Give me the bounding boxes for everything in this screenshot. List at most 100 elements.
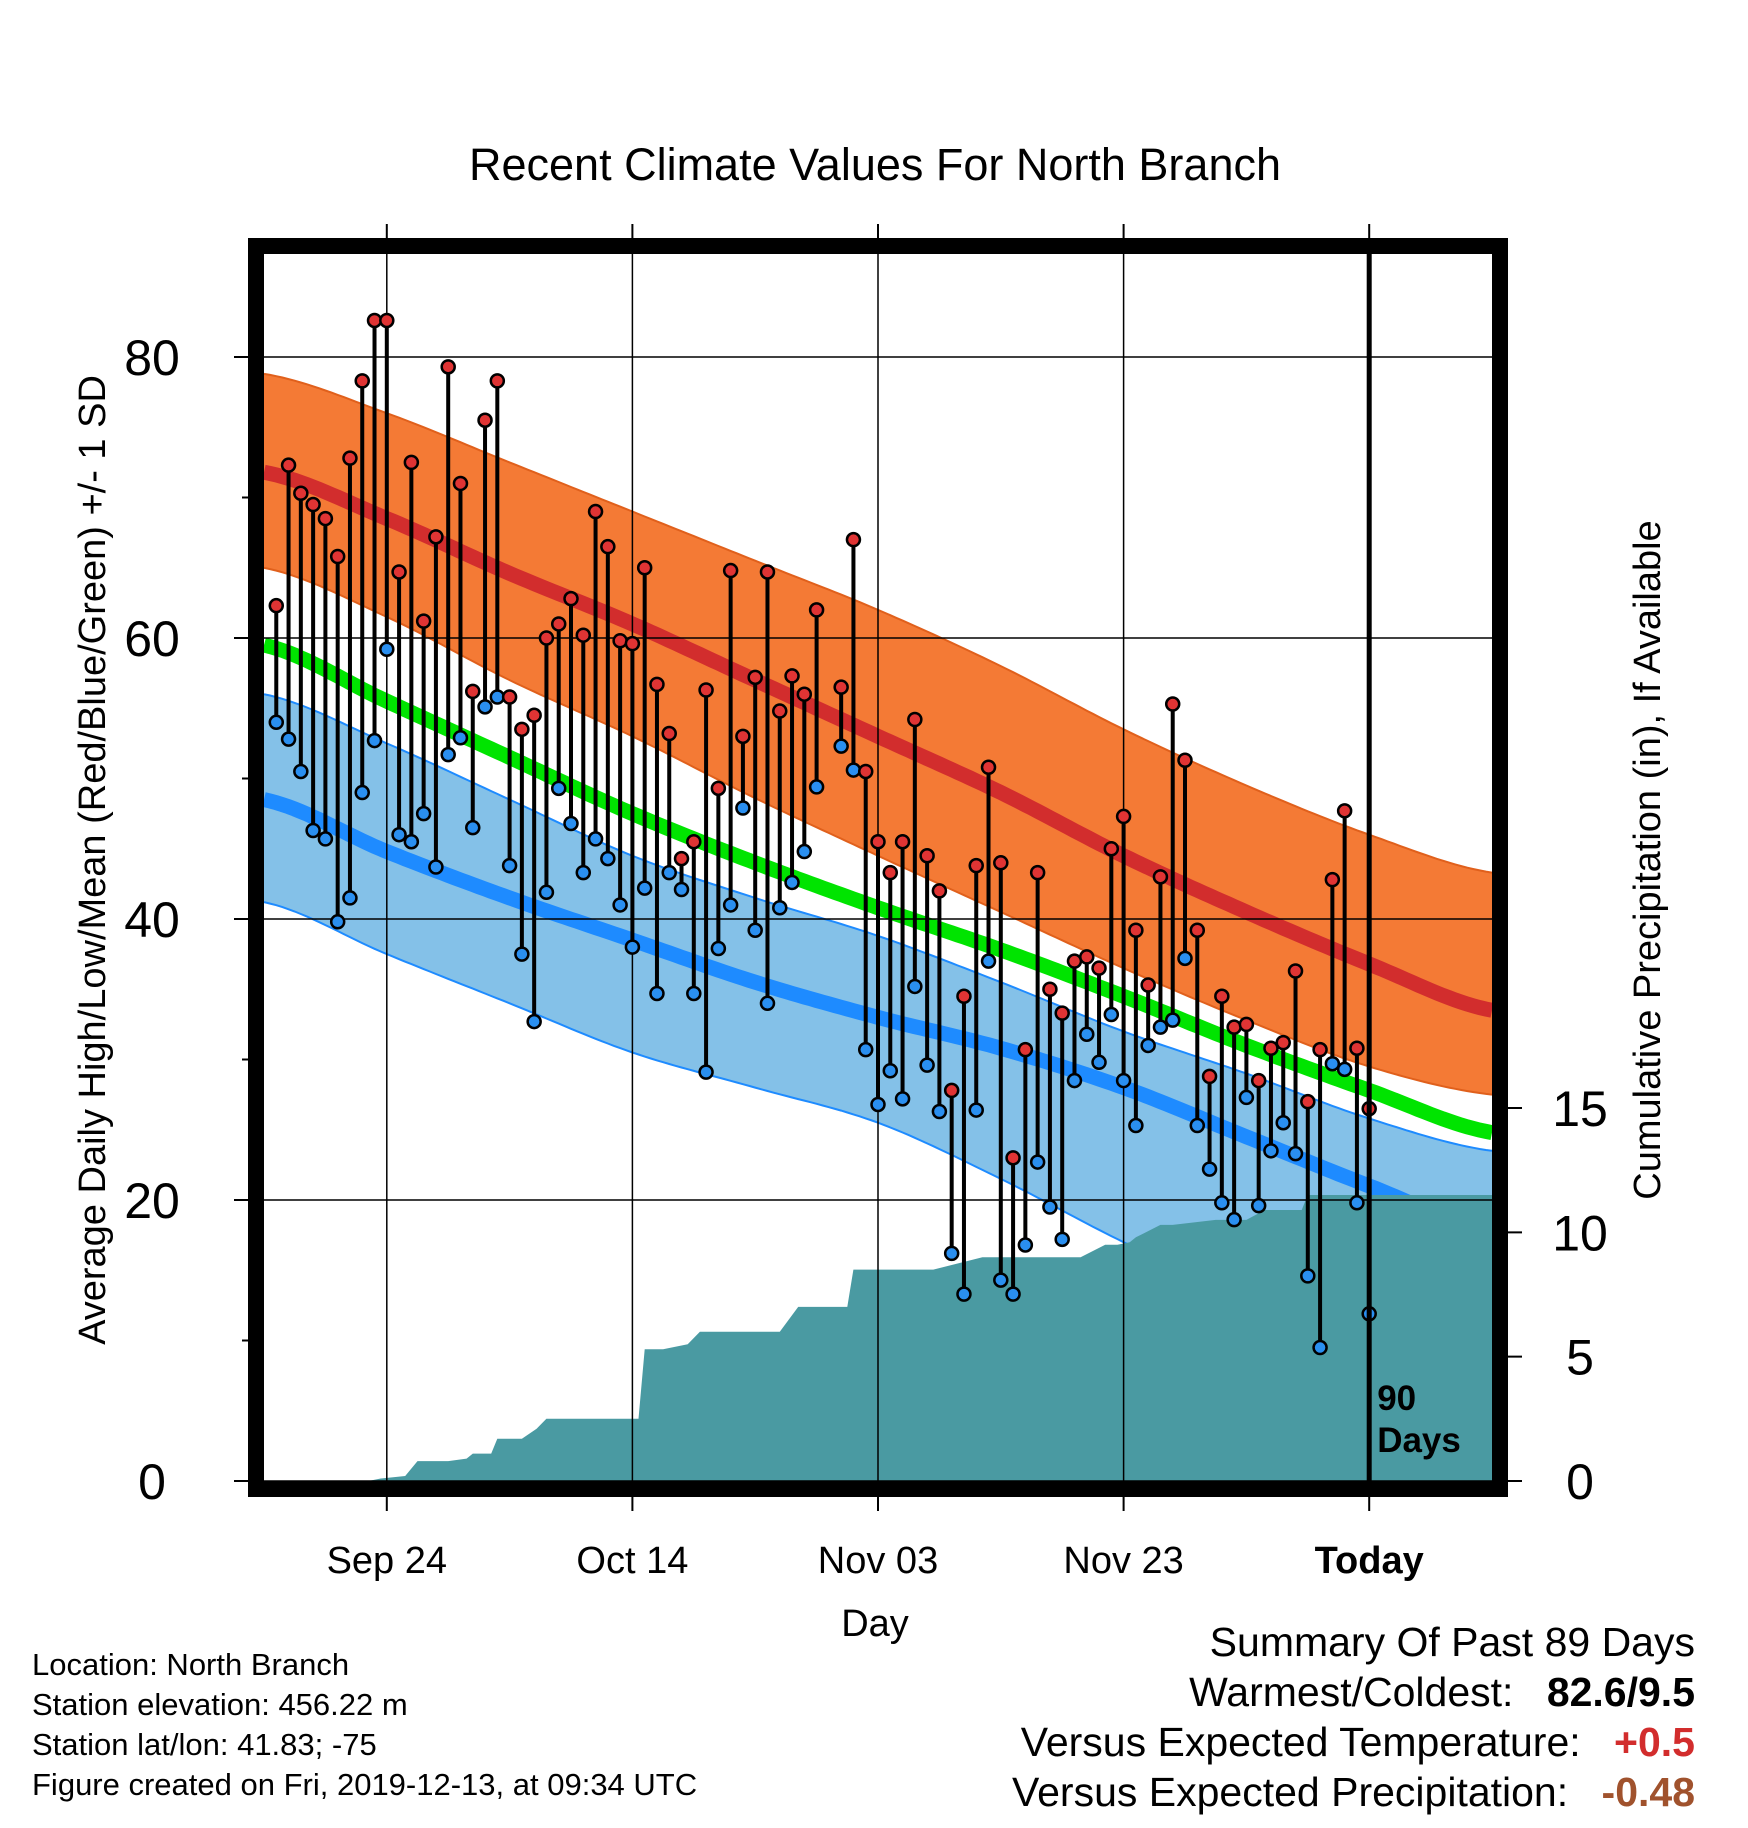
location-text: Location: North Branch [32,1647,350,1682]
chart-title: Recent Climate Values For North Branch [469,139,1281,190]
daily-low-point [1079,1026,1095,1042]
daily-low-point [563,815,579,832]
daily-high-point [698,682,714,698]
daily-low-point [280,731,297,747]
daily-low-point [1177,950,1193,967]
daily-low-point [575,864,592,881]
plot-clip-group [264,254,1492,1481]
daily-high-point [489,373,506,389]
daily-high-point [1226,1019,1242,1035]
daily-high-point [943,1082,960,1099]
daily-high-point [305,496,321,513]
daily-high-point [1079,949,1095,965]
daily-low-point [722,897,739,913]
latlon-text: Station lat/lon: 41.83; -75 [32,1727,377,1762]
daily-high-point [1250,1072,1267,1089]
daily-low-point [919,1057,935,1073]
today-marker-label-days-count: 90 [1377,1379,1416,1418]
daily-low-point [747,922,763,938]
daily-low-point [882,1062,899,1079]
today-marker-label-days-word: Days [1377,1421,1461,1460]
daily-high-point [956,988,972,1005]
daily-low-point [1042,1199,1058,1215]
x-axis-label: Day [841,1603,909,1645]
daily-high-point [1349,1040,1365,1057]
y-axis-label: Average Daily High/Low/Mean (Red/Blue/Gr… [72,375,114,1345]
daily-low-point [1103,1006,1120,1023]
daily-low-point [391,826,407,843]
daily-high-point [1238,1016,1255,1033]
daily-high-point [526,707,542,724]
daily-high-point [661,725,677,742]
daily-low-point [686,985,702,1002]
daily-high-point [1128,922,1144,938]
daily-low-point [661,864,677,881]
temp-vs-expected-value: +0.5 [1614,1719,1695,1765]
daily-low-point [550,780,567,797]
daily-high-point [514,721,530,738]
daily-high-point [686,833,702,850]
daily-low-point [943,1245,960,1262]
daily-low-point [428,859,444,875]
daily-high-point [1054,1005,1070,1021]
daily-high-point [808,602,825,618]
daily-low-point [1164,1012,1181,1028]
daily-high-point [759,564,776,580]
x-tick-label: Oct 14 [576,1540,688,1582]
daily-low-point [649,985,665,1002]
daily-low-point [968,1102,984,1118]
daily-low-point [477,699,493,715]
daily-high-point [1287,963,1304,979]
daily-high-point [857,763,874,780]
y-tick-label: 40 [124,892,180,948]
daily-low-point [526,1013,542,1030]
daily-low-point [698,1064,714,1080]
daily-high-point [772,703,788,719]
y2-tick-label: 10 [1552,1205,1608,1261]
daily-low-point [1238,1089,1255,1106]
daily-high-point [968,857,984,874]
daily-high-point [563,590,579,607]
daily-high-point [747,669,763,686]
summary-panel: Summary Of Past 89 Days Warmest/Coldest:… [1012,1617,1695,1817]
daily-high-point [1312,1041,1328,1058]
daily-high-point [379,312,395,329]
daily-low-point [784,874,800,891]
daily-low-point [796,843,813,860]
daily-low-point [857,1041,874,1058]
daily-low-point [366,732,383,749]
daily-high-point [845,531,862,548]
daily-high-point [354,373,370,389]
daily-high-point [1300,1093,1316,1110]
daily-low-point [268,714,285,731]
daily-high-point [600,538,616,555]
daily-high-point [1091,960,1107,976]
daily-low-point [452,730,469,746]
warmest-coldest-row: Warmest/Coldest: 82.6/9.5 [1012,1667,1695,1717]
daily-high-point [428,529,444,545]
daily-low-point [1115,1072,1132,1089]
y2-tick-label: 0 [1566,1454,1594,1510]
daily-low-point [894,1091,911,1107]
warmest-coldest-value: 82.6/9.5 [1546,1669,1695,1715]
daily-low-point [587,831,604,847]
daily-high-point [673,850,690,867]
daily-high-point [1103,841,1120,857]
daily-low-point [870,1096,886,1113]
daily-high-point [501,689,518,705]
daily-high-point [1201,1068,1218,1085]
daily-high-point [575,627,592,643]
daily-low-point [1029,1154,1046,1170]
daily-high-point [612,633,628,649]
daily-low-point [415,805,432,822]
daily-high-point [268,597,285,614]
daily-high-point [1005,1150,1021,1166]
daily-low-point [1054,1231,1070,1248]
daily-high-point [649,676,665,693]
daily-high-point [1275,1034,1291,1051]
precip-vs-expected-row: Versus Expected Precipitation: -0.48 [1012,1767,1695,1817]
daily-low-point [673,881,690,898]
daily-high-point [477,412,493,428]
y-tick-label: 60 [124,611,180,667]
